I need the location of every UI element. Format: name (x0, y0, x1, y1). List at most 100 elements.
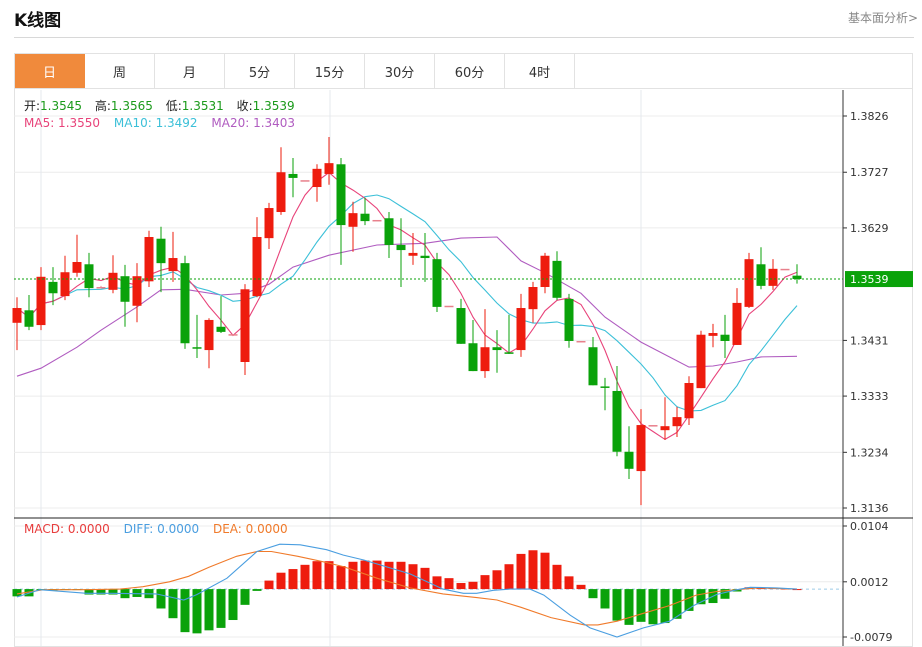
diff-value: DIFF: 0.0000 (123, 522, 200, 536)
macd-bar (660, 589, 670, 624)
candle-body (240, 289, 250, 362)
tab-15min[interactable]: 15分 (295, 54, 365, 88)
candle (24, 294, 34, 331)
candle (360, 197, 370, 226)
candle-body (648, 425, 658, 427)
price-axis: 1.3826 1.3727 1.3629 1.3431 1.3333 1.3234 1.31… (14, 90, 913, 646)
candle-body (228, 334, 238, 336)
tab-day[interactable]: 日 (15, 54, 85, 88)
candle-body (324, 163, 334, 174)
macd-bar (540, 552, 550, 590)
candle-body (180, 263, 190, 344)
header-divider (14, 37, 914, 38)
tab-60min[interactable]: 60分 (435, 54, 505, 88)
candle (492, 330, 502, 373)
macd-bar (240, 589, 250, 605)
candle-body (684, 383, 694, 419)
candle (156, 226, 166, 293)
close-value: 1.3539 (252, 99, 295, 113)
candle (456, 298, 466, 344)
candle (792, 264, 802, 284)
macd-bar (684, 589, 694, 611)
macd-bar (792, 589, 802, 591)
candle (504, 314, 514, 355)
candle-body (696, 334, 706, 389)
macd-bar (252, 589, 262, 591)
candle (336, 158, 346, 265)
candle-body (600, 386, 610, 388)
price-tick-label: 1.3826 (850, 110, 889, 123)
candle-body (540, 255, 550, 288)
candle-body (780, 268, 790, 271)
candle-body (432, 259, 442, 307)
tab-5min[interactable]: 5分 (225, 54, 295, 88)
candle-body (660, 426, 670, 431)
candle (612, 365, 622, 457)
price-tick-label: 1.3333 (850, 390, 889, 403)
macd-bar (264, 580, 274, 590)
dea-value: DEA: 0.0000 (212, 522, 288, 536)
macd-bar (648, 589, 658, 625)
macd-bar (468, 581, 478, 590)
candle (300, 180, 310, 182)
candle-body (792, 275, 802, 280)
candle-body (276, 172, 286, 213)
macd-bar (360, 560, 370, 590)
macd-bar (96, 589, 106, 595)
candle-body (156, 238, 166, 264)
tab-week[interactable]: 周 (85, 54, 155, 88)
candle (288, 158, 298, 198)
candle-body (768, 268, 778, 286)
page-title: K线图 (14, 11, 62, 31)
candle (384, 212, 394, 259)
diff-line (16, 543, 798, 638)
macd-bar (672, 589, 682, 619)
macd-bar (108, 589, 118, 595)
macd-bar (384, 561, 394, 590)
low-value: 1.3531 (181, 99, 224, 113)
tab-month[interactable]: 月 (155, 54, 225, 88)
open-value: 1.3545 (40, 99, 83, 113)
candle (12, 297, 22, 351)
candle (372, 219, 382, 222)
candle (768, 259, 778, 290)
candle-body (300, 180, 310, 182)
candle (48, 267, 58, 306)
candle-body (552, 260, 562, 298)
macd-bar (432, 576, 442, 590)
macd-bar (612, 589, 622, 621)
candle-body (492, 347, 502, 351)
candle (276, 147, 286, 215)
candle (204, 318, 214, 369)
candle (108, 255, 118, 294)
candle (432, 252, 442, 312)
candle (180, 255, 190, 349)
candle-body (348, 213, 358, 227)
macd-bar (588, 589, 598, 599)
macd-bar (372, 560, 382, 590)
tab-30min[interactable]: 30分 (365, 54, 435, 88)
candle-body (312, 168, 322, 188)
macd-value: MACD: 0.0000 (24, 522, 110, 536)
fundamental-analysis-link[interactable]: 基本面分析> (847, 11, 918, 25)
candle-body (576, 340, 586, 343)
candle-body (720, 334, 730, 341)
candle (624, 426, 634, 480)
low-label: 低: (165, 99, 182, 113)
macd-bar (552, 564, 562, 590)
candle (576, 340, 586, 343)
candle (228, 334, 238, 336)
tab-4hour[interactable]: 4时 (505, 54, 575, 88)
candle-body (48, 281, 58, 294)
candle (312, 164, 322, 202)
macd-bar (192, 589, 202, 634)
price-tick-label: 1.3431 (850, 334, 889, 347)
candle (672, 406, 682, 437)
macd-tick-label: -0.0079 (850, 631, 892, 644)
last-price-label: 1.3539 (850, 273, 889, 286)
candle (192, 314, 202, 359)
candle-body (744, 259, 754, 307)
candle (696, 330, 706, 389)
ma-legend: MA5: 1.3550 MA10: 1.3492 MA20: 1.3403 (24, 116, 305, 130)
